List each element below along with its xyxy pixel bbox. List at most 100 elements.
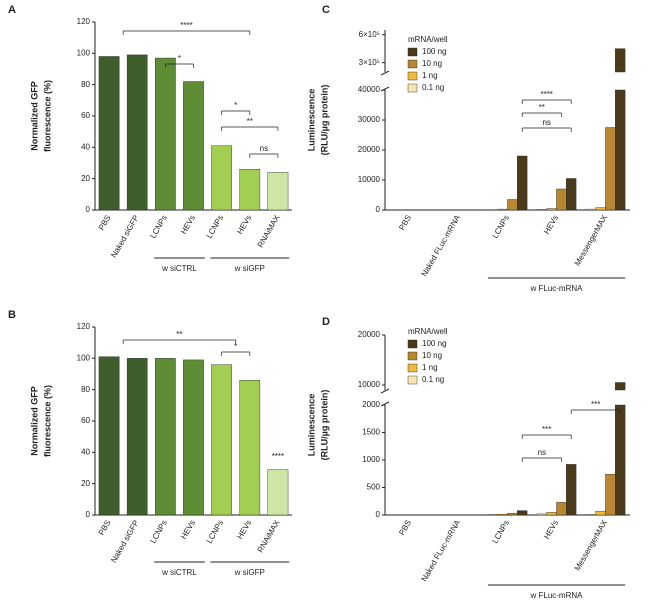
significance-label: *** [542, 425, 551, 434]
y-tick-label: 0 [376, 510, 381, 519]
y-axis-label: Normalized GFP [29, 81, 39, 151]
legend-label: 10 ng [422, 351, 442, 360]
y-axis-label: Luminescence [306, 394, 316, 457]
y-tick-label: 10000 [358, 175, 381, 184]
legend-swatch [407, 339, 418, 349]
legend-title: mRNA/well [408, 327, 448, 336]
x-tick-label: HEVs [179, 519, 197, 541]
significance-label: * [234, 101, 237, 110]
x-tick-label: Naked FLuc-mRNA [420, 213, 463, 278]
panel-letter: D [322, 316, 330, 328]
y-tick-label: 100 [77, 48, 91, 57]
y-axis-label: Luminescence [306, 89, 316, 152]
y-axis-label: Normalized GFP [29, 386, 39, 456]
y-tick-label: 20000 [358, 330, 381, 339]
group-label: w siCTRL [161, 264, 197, 273]
bar [595, 207, 606, 211]
axis-break [380, 401, 390, 407]
bar [211, 364, 232, 516]
bar [546, 512, 557, 516]
x-tick-label: PBS [397, 214, 413, 232]
bar [497, 513, 508, 516]
x-tick-label: MessengerMAX [573, 518, 610, 572]
legend-label: 0.1 ng [422, 83, 444, 92]
y-tick-label: 80 [81, 80, 90, 89]
significance-label: * [178, 54, 181, 63]
legend-label: 1 ng [422, 363, 438, 372]
bar [566, 464, 577, 516]
y-tick-label: 80 [81, 385, 90, 394]
x-tick-label: PBS [97, 519, 113, 537]
significance-label: **** [272, 452, 284, 461]
group-label: w siGFP [234, 264, 265, 273]
y-axis-label: fluorescence (%) [42, 80, 52, 152]
legend-label: 0.1 ng [422, 375, 444, 384]
bar [183, 359, 204, 516]
y-tick-label: 40000 [358, 85, 381, 94]
significance-label: ** [539, 103, 545, 112]
significance-label: ns [260, 144, 268, 153]
x-tick-label: PBS [397, 519, 413, 537]
bar [155, 57, 176, 211]
legend-label: 100 ng [422, 47, 446, 56]
y-tick-label: 3×10⁵ [359, 58, 380, 67]
y-tick-label: 500 [367, 483, 381, 492]
bar [615, 382, 626, 391]
bar [615, 404, 626, 516]
legend-swatch [407, 59, 418, 69]
bar [566, 178, 577, 211]
y-tick-label: 1500 [362, 428, 380, 437]
bar [536, 513, 547, 516]
bar [211, 145, 232, 211]
bar [556, 188, 567, 211]
y-tick-label: 120 [77, 17, 91, 26]
bar [126, 54, 148, 211]
y-tick-label: 2000 [362, 400, 380, 409]
y-tick-label: 60 [81, 111, 90, 120]
y-tick-label: 40 [81, 447, 90, 456]
legend-swatch [407, 351, 418, 361]
x-tick-label: LCNPs [491, 214, 511, 240]
bar [615, 48, 626, 73]
y-tick-label: 100 [77, 353, 91, 362]
x-tick-label: RNAiMAX [256, 518, 282, 554]
panel-letter: B [8, 309, 16, 321]
bar [517, 155, 528, 211]
y-axis-label: (RLU/µg protein) [319, 390, 329, 461]
group-label: w siCTRL [161, 568, 197, 577]
significance-label: **** [180, 21, 192, 30]
axis-break [380, 388, 390, 394]
significance-label: *** [591, 400, 600, 409]
x-tick-label: LCNPs [148, 214, 168, 240]
group-label: w FLuc-mRNA [529, 284, 583, 293]
x-tick-label: Naked siGFP [109, 519, 141, 565]
x-tick-label: HEVs [235, 519, 253, 541]
y-axis-label: (RLU/µg protein) [319, 85, 329, 156]
x-tick-label: HEVs [235, 214, 253, 236]
bar [605, 474, 616, 516]
x-tick-label: Naked FLuc-mRNA [420, 518, 463, 583]
legend-swatch [407, 47, 418, 57]
legend-swatch [407, 363, 418, 373]
significance-label: ns [538, 448, 546, 457]
legend-label: 10 ng [422, 59, 442, 68]
bar [267, 172, 289, 211]
bar [585, 208, 596, 211]
significance-label: ** [176, 330, 182, 339]
bar [507, 513, 518, 516]
legend-label: 1 ng [422, 71, 438, 80]
x-tick-label: RNAiMAX [256, 213, 282, 249]
panel-letter: A [8, 4, 16, 16]
bar [605, 127, 616, 211]
bar [183, 81, 204, 211]
legend-label: 100 ng [422, 339, 446, 348]
bar [507, 199, 518, 211]
legend-title: mRNA/well [408, 35, 448, 44]
axis-break [380, 86, 390, 92]
y-tick-label: 60 [81, 416, 90, 425]
bar [497, 208, 508, 211]
bar [239, 380, 261, 516]
x-tick-label: PBS [97, 214, 113, 232]
x-tick-label: HEVs [542, 214, 560, 236]
